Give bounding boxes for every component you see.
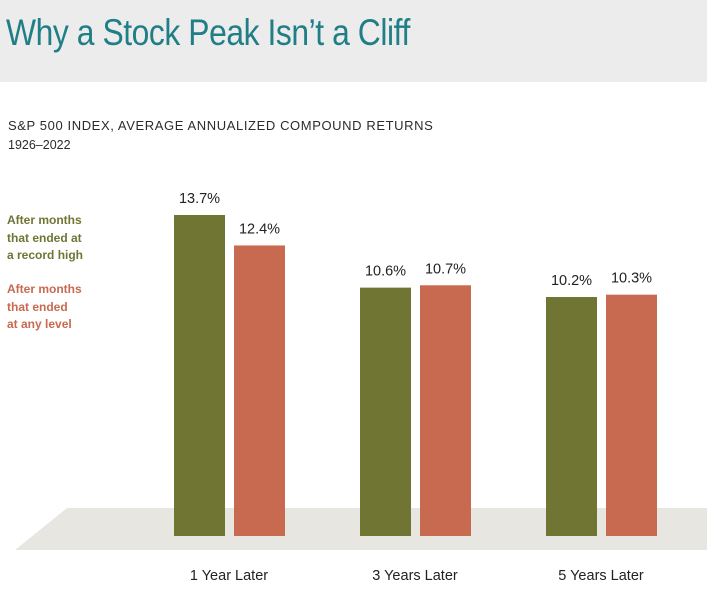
chart-subtitle: S&P 500 INDEX, AVERAGE ANNUALIZED COMPOU… — [8, 118, 434, 133]
data-label: 10.6% — [365, 264, 406, 280]
bar-record-high-1 — [174, 215, 225, 536]
data-label: 10.7% — [425, 261, 466, 277]
data-label: 13.7% — [179, 191, 220, 207]
page-title: Why a Stock Peak Isn’t a Cliff — [6, 12, 410, 53]
bar-any-level-2 — [420, 285, 471, 536]
header-band — [0, 0, 707, 82]
category-label: 1 Year Later — [190, 568, 268, 584]
bar-any-level-3 — [606, 294, 657, 536]
data-label: 12.4% — [239, 221, 280, 237]
legend-any-level: After months that ended at any level — [7, 282, 82, 331]
category-label: 5 Years Later — [558, 568, 644, 584]
bar-record-high-3 — [546, 297, 597, 536]
category-label: 3 Years Later — [372, 568, 458, 584]
data-label: 10.3% — [611, 271, 652, 287]
bar-any-level-1 — [234, 245, 285, 537]
chart-period: 1926–2022 — [8, 138, 71, 152]
data-label: 10.2% — [551, 273, 592, 289]
bar-record-high-2 — [360, 287, 411, 536]
legend-record-high: After months that ended at a record high — [7, 213, 84, 262]
